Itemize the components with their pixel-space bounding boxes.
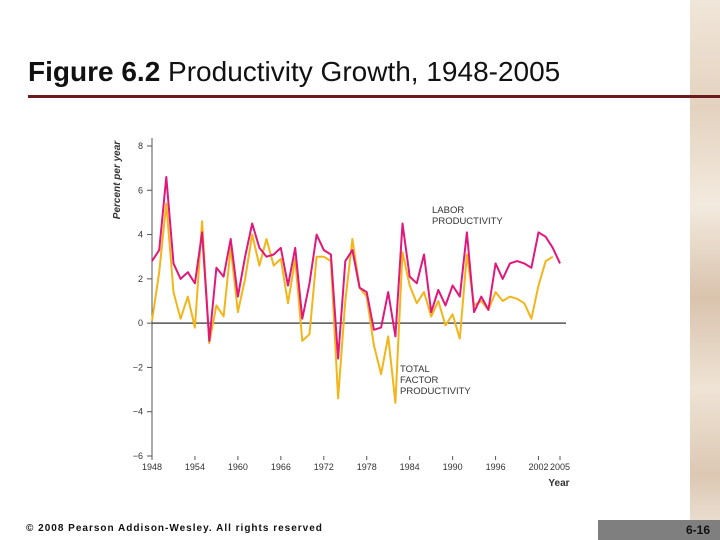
- x-tick-label: 1966: [271, 462, 291, 472]
- series-layer: [151, 176, 561, 404]
- slide-number: 6-16: [598, 520, 720, 540]
- labor-productivity-label-line: PRODUCTIVITY: [432, 216, 503, 227]
- y-tick-label: 6: [138, 185, 143, 195]
- figure-caption: Productivity Growth, 1948-2005: [160, 56, 561, 87]
- x-tick-label: 1984: [400, 462, 420, 472]
- tfp-label: TOTAL FACTOR PRODUCTIVITY: [400, 364, 471, 397]
- y-tick-label: 2: [138, 274, 143, 284]
- title-divider: [28, 95, 720, 98]
- tfp-label-line: PRODUCTIVITY: [400, 386, 471, 397]
- y-tick-label: −4: [133, 407, 143, 417]
- tfp-label-line: TOTAL: [400, 364, 430, 375]
- x-tick-label: 1948: [142, 462, 162, 472]
- x-tick-label: 1990: [443, 462, 463, 472]
- copyright-notice: © 2008 Pearson Addison-Wesley. All right…: [26, 523, 323, 534]
- x-tick-label: 1954: [185, 462, 205, 472]
- y-axis-title: Percent per year: [112, 140, 123, 219]
- y-tick-label: 8: [138, 141, 143, 151]
- labor-productivity-label: LABOR PRODUCTIVITY: [432, 205, 503, 227]
- page-title: Figure 6.2 Productivity Growth, 1948-200…: [28, 56, 560, 88]
- y-tick-label: −2: [133, 362, 143, 372]
- x-tick-label: 1996: [486, 462, 506, 472]
- y-tick-label: 4: [138, 230, 143, 240]
- y-tick-label: −6: [133, 451, 143, 461]
- x-tick-label: 1972: [314, 462, 334, 472]
- figure-number: Figure 6.2: [28, 56, 161, 87]
- x-axis-title: Year: [548, 478, 569, 489]
- tfp-label-line: FACTOR: [400, 375, 438, 386]
- x-tick-label: 1978: [357, 462, 377, 472]
- y-tick-label: 0: [138, 318, 143, 328]
- labor-productivity-label-line: LABOR: [432, 205, 464, 216]
- labor-productivity-line: [151, 176, 561, 360]
- chart-panel: 8 6 4 2 0 −2 −4 −6 1948 1954 1960 1966 1972 1978 1984 1…: [102, 110, 590, 500]
- x-tick-label: 1960: [228, 462, 248, 472]
- marble-background-strip: [690, 0, 720, 540]
- x-tick-label: 2005: [550, 462, 570, 472]
- x-tick-label: 2002: [529, 462, 549, 472]
